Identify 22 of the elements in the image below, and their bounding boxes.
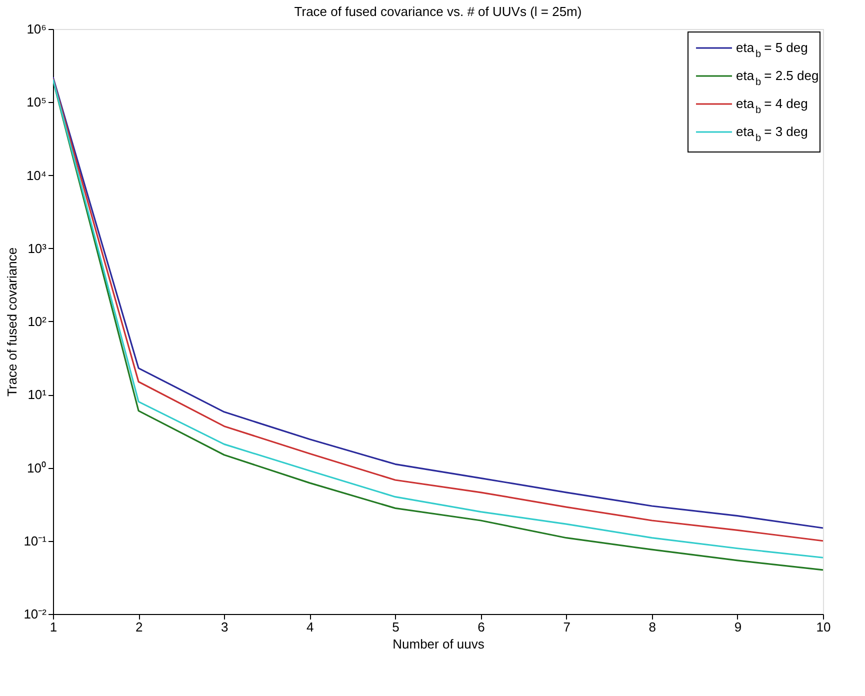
x-tick-label: 1	[50, 620, 58, 634]
x-tick-label: 7	[563, 620, 570, 634]
y-tick-label: 10⁶	[26, 22, 46, 36]
x-tick-label: 3	[220, 620, 228, 634]
y-tick-label: 10⁵	[26, 94, 46, 110]
y-axis-title: Trace of fused covariance	[4, 247, 20, 397]
chart-title: Trace of fused covariance vs. # of UUVs (l = 25m)	[294, 4, 582, 19]
x-tick-label: 9	[734, 620, 742, 634]
x-tick-label: 2	[135, 620, 143, 634]
y-tick-label: 10³	[28, 240, 48, 256]
y-tick-label: 10²	[28, 314, 48, 329]
x-axis-title: Number of uuvs	[392, 636, 485, 652]
y-tick-label: 10⁻²	[24, 606, 48, 622]
x-tick-label: 10	[816, 620, 831, 634]
y-tick-label: 10¹	[28, 387, 48, 402]
y-tick-label: 10⁰	[27, 460, 46, 476]
x-tick-label: 8	[648, 620, 656, 634]
y-tick-label: 10⁻¹	[24, 533, 48, 548]
x-tick-label: 6	[478, 620, 485, 634]
x-tick-label: 4	[306, 620, 314, 634]
y-tick-label: 10⁴	[26, 168, 46, 183]
x-tick-label: 5	[392, 620, 400, 634]
